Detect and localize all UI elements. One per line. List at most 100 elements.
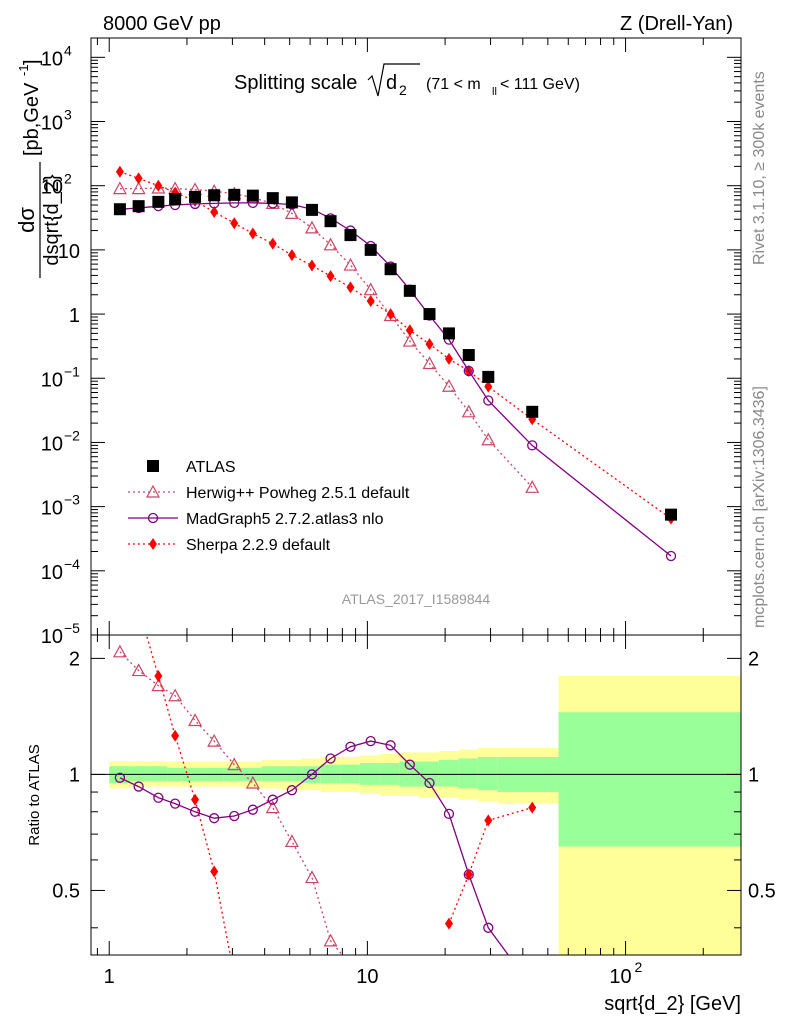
data-point-atlas xyxy=(384,263,397,276)
rivet-version-label: Rivet 3.1.10, ≥ 300k events xyxy=(751,71,768,265)
title-text: Splitting scale xyxy=(234,72,357,94)
legend-marker-herwig xyxy=(145,484,161,498)
legend-label-sherpa: Sherpa 2.2.9 default xyxy=(186,537,331,554)
data-point-atlas xyxy=(189,190,202,203)
y-label-denominator: dsqrt{d_2} xyxy=(41,174,63,266)
data-point-sherpa xyxy=(346,281,355,294)
ratio-point-madgraph xyxy=(114,772,126,783)
ratio-point-sherpa xyxy=(484,814,493,827)
ratio-point-madgraph xyxy=(424,777,435,789)
ratio-band-inner-17 xyxy=(438,759,459,787)
main-y-tick-base: 10 xyxy=(41,369,63,391)
series-madgraph xyxy=(114,197,677,562)
data-point-madgraph xyxy=(463,365,474,377)
ratio-panel-frame xyxy=(90,634,742,956)
data-point-sherpa xyxy=(484,380,493,393)
main-y-axis-label: dσ dsqrt{d_2} [pb,GeV -1 ] xyxy=(14,59,63,278)
ratio-point-sherpa xyxy=(528,801,537,814)
ratio-point-madgraph xyxy=(169,798,181,809)
main-y-tick-exponent: −5 xyxy=(64,620,80,636)
main-y-tick-label-7: 10 −3 xyxy=(41,492,80,520)
x-tick-label-100: 10 xyxy=(609,966,631,988)
main-y-tick-label-8: 10 −4 xyxy=(41,556,80,584)
ratio-point-madgraph xyxy=(365,735,376,747)
data-point-sherpa xyxy=(154,179,163,192)
ratio-point-sherpa xyxy=(444,917,453,930)
legend-marker-madgraph xyxy=(147,512,159,524)
main-y-tick-exponent: −3 xyxy=(64,492,80,508)
legend-marker-atlas xyxy=(147,460,159,472)
data-point-sherpa xyxy=(444,352,453,365)
ratio-line-madgraph xyxy=(119,740,510,955)
data-point-herwig xyxy=(402,333,417,347)
legend-marker-sherpa xyxy=(149,538,157,550)
data-point-herwig xyxy=(323,237,338,251)
data-point-atlas xyxy=(246,189,259,202)
ratio-point-sherpa xyxy=(171,729,180,742)
ratio-point-sherpa xyxy=(191,793,200,806)
ratio-point-herwig xyxy=(131,663,146,677)
main-y-tick-label-5: 10 −1 xyxy=(41,363,80,391)
ratio-band-inner-2 xyxy=(148,766,168,782)
main-y-tick-label-4: 1 xyxy=(69,305,80,327)
ratio-point-sherpa xyxy=(464,868,473,881)
ratio-y-tick-label-right-0: 2 xyxy=(748,648,759,670)
ratio-y-tick-label-left-0: 2 xyxy=(69,648,80,670)
ratio-line-herwig xyxy=(119,651,344,955)
data-point-sherpa xyxy=(268,237,277,250)
data-point-herwig xyxy=(461,404,476,418)
data-point-atlas xyxy=(526,405,539,418)
data-point-herwig xyxy=(441,379,456,392)
data-point-atlas xyxy=(152,195,165,208)
y-label-numerator: dσ xyxy=(14,207,39,233)
data-point-atlas xyxy=(228,188,241,201)
main-y-tick-base: 10 xyxy=(41,626,63,648)
ratio-point-madgraph xyxy=(133,781,144,792)
main-y-tick-exponent: −4 xyxy=(64,556,80,572)
data-point-sherpa xyxy=(287,249,296,262)
main-y-tick-exponent: 3 xyxy=(64,107,72,123)
main-y-tick-exponent: −2 xyxy=(64,427,80,443)
ratio-point-herwig xyxy=(304,870,319,884)
ratio-point-herwig xyxy=(168,688,183,702)
title-cut-suffix: < 111 GeV) xyxy=(500,76,580,93)
ratio-band-inner-9 xyxy=(281,766,302,782)
data-point-sherpa xyxy=(405,324,414,337)
main-y-tick-base: 10 xyxy=(41,562,63,584)
ratio-point-herwig xyxy=(265,800,280,814)
series-line-madgraph xyxy=(119,202,672,557)
ratio-point-madgraph xyxy=(189,806,201,817)
ratio-line-sherpa xyxy=(448,806,533,924)
ratio-point-madgraph xyxy=(404,759,415,770)
ratio-band-inner-19 xyxy=(477,756,498,791)
y-label-unit-close: ] xyxy=(21,59,43,65)
data-point-atlas xyxy=(364,243,377,256)
main-series xyxy=(112,165,678,562)
analysis-id-label: ATLAS_2017_I1589844 xyxy=(342,591,491,607)
ratio-series xyxy=(112,635,537,955)
ratio-point-sherpa xyxy=(154,670,163,683)
ratio-band-inner-1 xyxy=(129,766,149,782)
title-cut-prefix: (71 < m xyxy=(426,76,481,93)
ratio-point-madgraph xyxy=(306,769,318,780)
data-point-atlas xyxy=(665,508,678,521)
data-point-herwig xyxy=(131,181,146,195)
ratio-point-madgraph xyxy=(267,794,278,805)
data-point-madgraph xyxy=(483,395,494,406)
data-point-sherpa xyxy=(115,165,124,178)
series-herwig xyxy=(112,180,540,493)
ratio-point-madgraph xyxy=(153,792,164,803)
main-y-tick-base: 10 xyxy=(41,177,63,199)
data-point-herwig xyxy=(525,480,540,493)
plot-title: Splitting scale d 2 (71 < m ll < 111 GeV… xyxy=(234,63,580,98)
data-point-sherpa xyxy=(210,205,219,218)
main-y-tick-base: 10 xyxy=(41,498,63,520)
ratio-y-axis-label: Ratio to ATLAS xyxy=(26,744,43,845)
data-point-madgraph xyxy=(665,550,677,562)
data-point-atlas xyxy=(266,192,279,205)
main-y-tick-base: 10 xyxy=(41,48,63,70)
ratio-series-sherpa-3 xyxy=(444,801,537,930)
sqrt-symbol-icon xyxy=(367,63,420,97)
ratio-point-madgraph xyxy=(385,740,396,751)
